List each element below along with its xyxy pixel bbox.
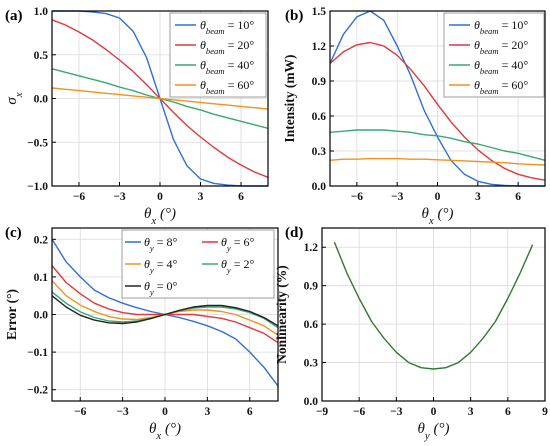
y-tick-label: 0.2 [34, 234, 49, 246]
x-tick-label: 6 [505, 406, 511, 418]
y-tick-label: −0.2 [27, 385, 48, 397]
y-tick-label: 0.5 [34, 50, 49, 62]
x-tick-label: 0 [431, 406, 437, 418]
legend-entry: θbeam = 60° [474, 78, 528, 96]
panel-label: (b) [285, 8, 303, 24]
legend-entry: θbeam = 40° [200, 58, 254, 76]
x-tick-label: −6 [353, 406, 366, 418]
y-axis-label: σx [4, 92, 25, 104]
x-tick-label: 6 [515, 191, 521, 203]
x-tick-label: 3 [468, 406, 474, 418]
x-tick-label: −3 [390, 406, 403, 418]
x-tick-label: 3 [205, 406, 211, 418]
y-axis-label: Error (°) [4, 289, 19, 340]
series-line-3 [329, 129, 546, 161]
x-tick-label: −9 [316, 406, 329, 418]
y-axis-label: Nonlinearity (%) [274, 265, 289, 364]
series-line-4 [51, 87, 269, 110]
y-axis-label: Intensity (mW) [282, 54, 297, 142]
legend-entry: θbeam = 10° [200, 18, 254, 36]
legend-entry: θbeam = 10° [474, 18, 528, 36]
y-tick-label: 0.9 [304, 281, 319, 293]
x-tick-label: 9 [542, 406, 548, 418]
x-tick-label: −6 [73, 191, 86, 203]
legend-box [121, 229, 275, 299]
x-tick-label: 0 [157, 191, 163, 203]
y-tick-label: 0.0 [312, 181, 327, 193]
y-tick-label: 0.1 [34, 272, 49, 284]
y-tick-label: 0.0 [34, 94, 49, 106]
legend-entry: θbeam = 60° [200, 78, 254, 96]
legend-entry: θy = 2° [221, 257, 255, 275]
legend-entry: θbeam = 40° [474, 58, 528, 76]
series-line-5 [51, 295, 279, 327]
legend-entry: θy = 6° [221, 235, 255, 253]
x-tick-label: −6 [74, 406, 87, 418]
y-tick-label: 0.6 [312, 111, 327, 123]
legend-entry: θbeam = 20° [200, 38, 254, 56]
x-tick-label: 6 [247, 406, 253, 418]
y-tick-label: 0.3 [304, 358, 319, 370]
x-axis-label: θy (°) [418, 421, 450, 442]
x-axis-label: θx (°) [144, 206, 176, 227]
x-tick-label: 0 [162, 406, 168, 418]
y-tick-label: 1.2 [312, 41, 327, 53]
x-tick-label: −6 [351, 191, 364, 203]
x-tick-label: 3 [475, 191, 481, 203]
x-tick-label: 3 [198, 191, 204, 203]
legend-entry: θy = 4° [144, 257, 178, 275]
y-tick-label: 1.0 [34, 6, 49, 18]
panel-b: −6 −3 0 3 6 0.0 0.3 0.6 0.9 1.2 1.5 (b) θx (°) Intens… [282, 6, 546, 227]
series-line-2 [329, 41, 546, 181]
y-tick-label: 1.5 [312, 6, 327, 18]
x-tick-label: 6 [238, 191, 244, 203]
legend-box [443, 12, 545, 98]
legend-entry: θbeam = 20° [474, 38, 528, 56]
legend-box [169, 12, 267, 98]
y-tick-label: 1.2 [304, 242, 319, 254]
x-axis-label: θx (°) [149, 421, 181, 442]
y-tick-label: −0.1 [27, 347, 48, 359]
panel-label: (d) [285, 225, 303, 241]
y-tick-label: −1.0 [27, 181, 48, 193]
panel-a: −6 −3 0 3 6 −1.0 −0.5 0.0 0.5 1.0 (a) θx (°) σx θbeam… [4, 6, 269, 227]
x-tick-label: −3 [391, 191, 404, 203]
x-axis-label: θx (°) [422, 206, 454, 227]
panel-label: (a) [5, 8, 23, 24]
y-tick-label: 0.0 [304, 396, 319, 408]
x-tick-label: −3 [113, 191, 126, 203]
y-tick-label: 0.6 [304, 319, 319, 331]
series-line-1 [333, 241, 534, 370]
y-tick-label: 0.9 [312, 76, 327, 88]
y-tick-label: −0.5 [27, 137, 48, 149]
x-tick-label: 0 [435, 191, 441, 203]
legend-entry: θy = 0° [144, 279, 178, 297]
panel-c: −6 −3 0 3 6 −0.2 −0.1 0.0 0.1 0.2 (c) θx (°) Error (… [4, 225, 279, 442]
panel-d: −9 −6 −3 0 3 6 9 0.0 0.3 0.6 0.9 1.2(d) θy (°) Nonlin… [274, 225, 548, 442]
legend-entry: θy = 8° [144, 235, 178, 253]
series-line-4 [329, 157, 546, 166]
y-tick-label: 0.0 [34, 310, 49, 322]
y-tick-label: 0.3 [312, 146, 327, 158]
panel-label: (c) [5, 225, 22, 241]
x-tick-label: −3 [116, 406, 129, 418]
